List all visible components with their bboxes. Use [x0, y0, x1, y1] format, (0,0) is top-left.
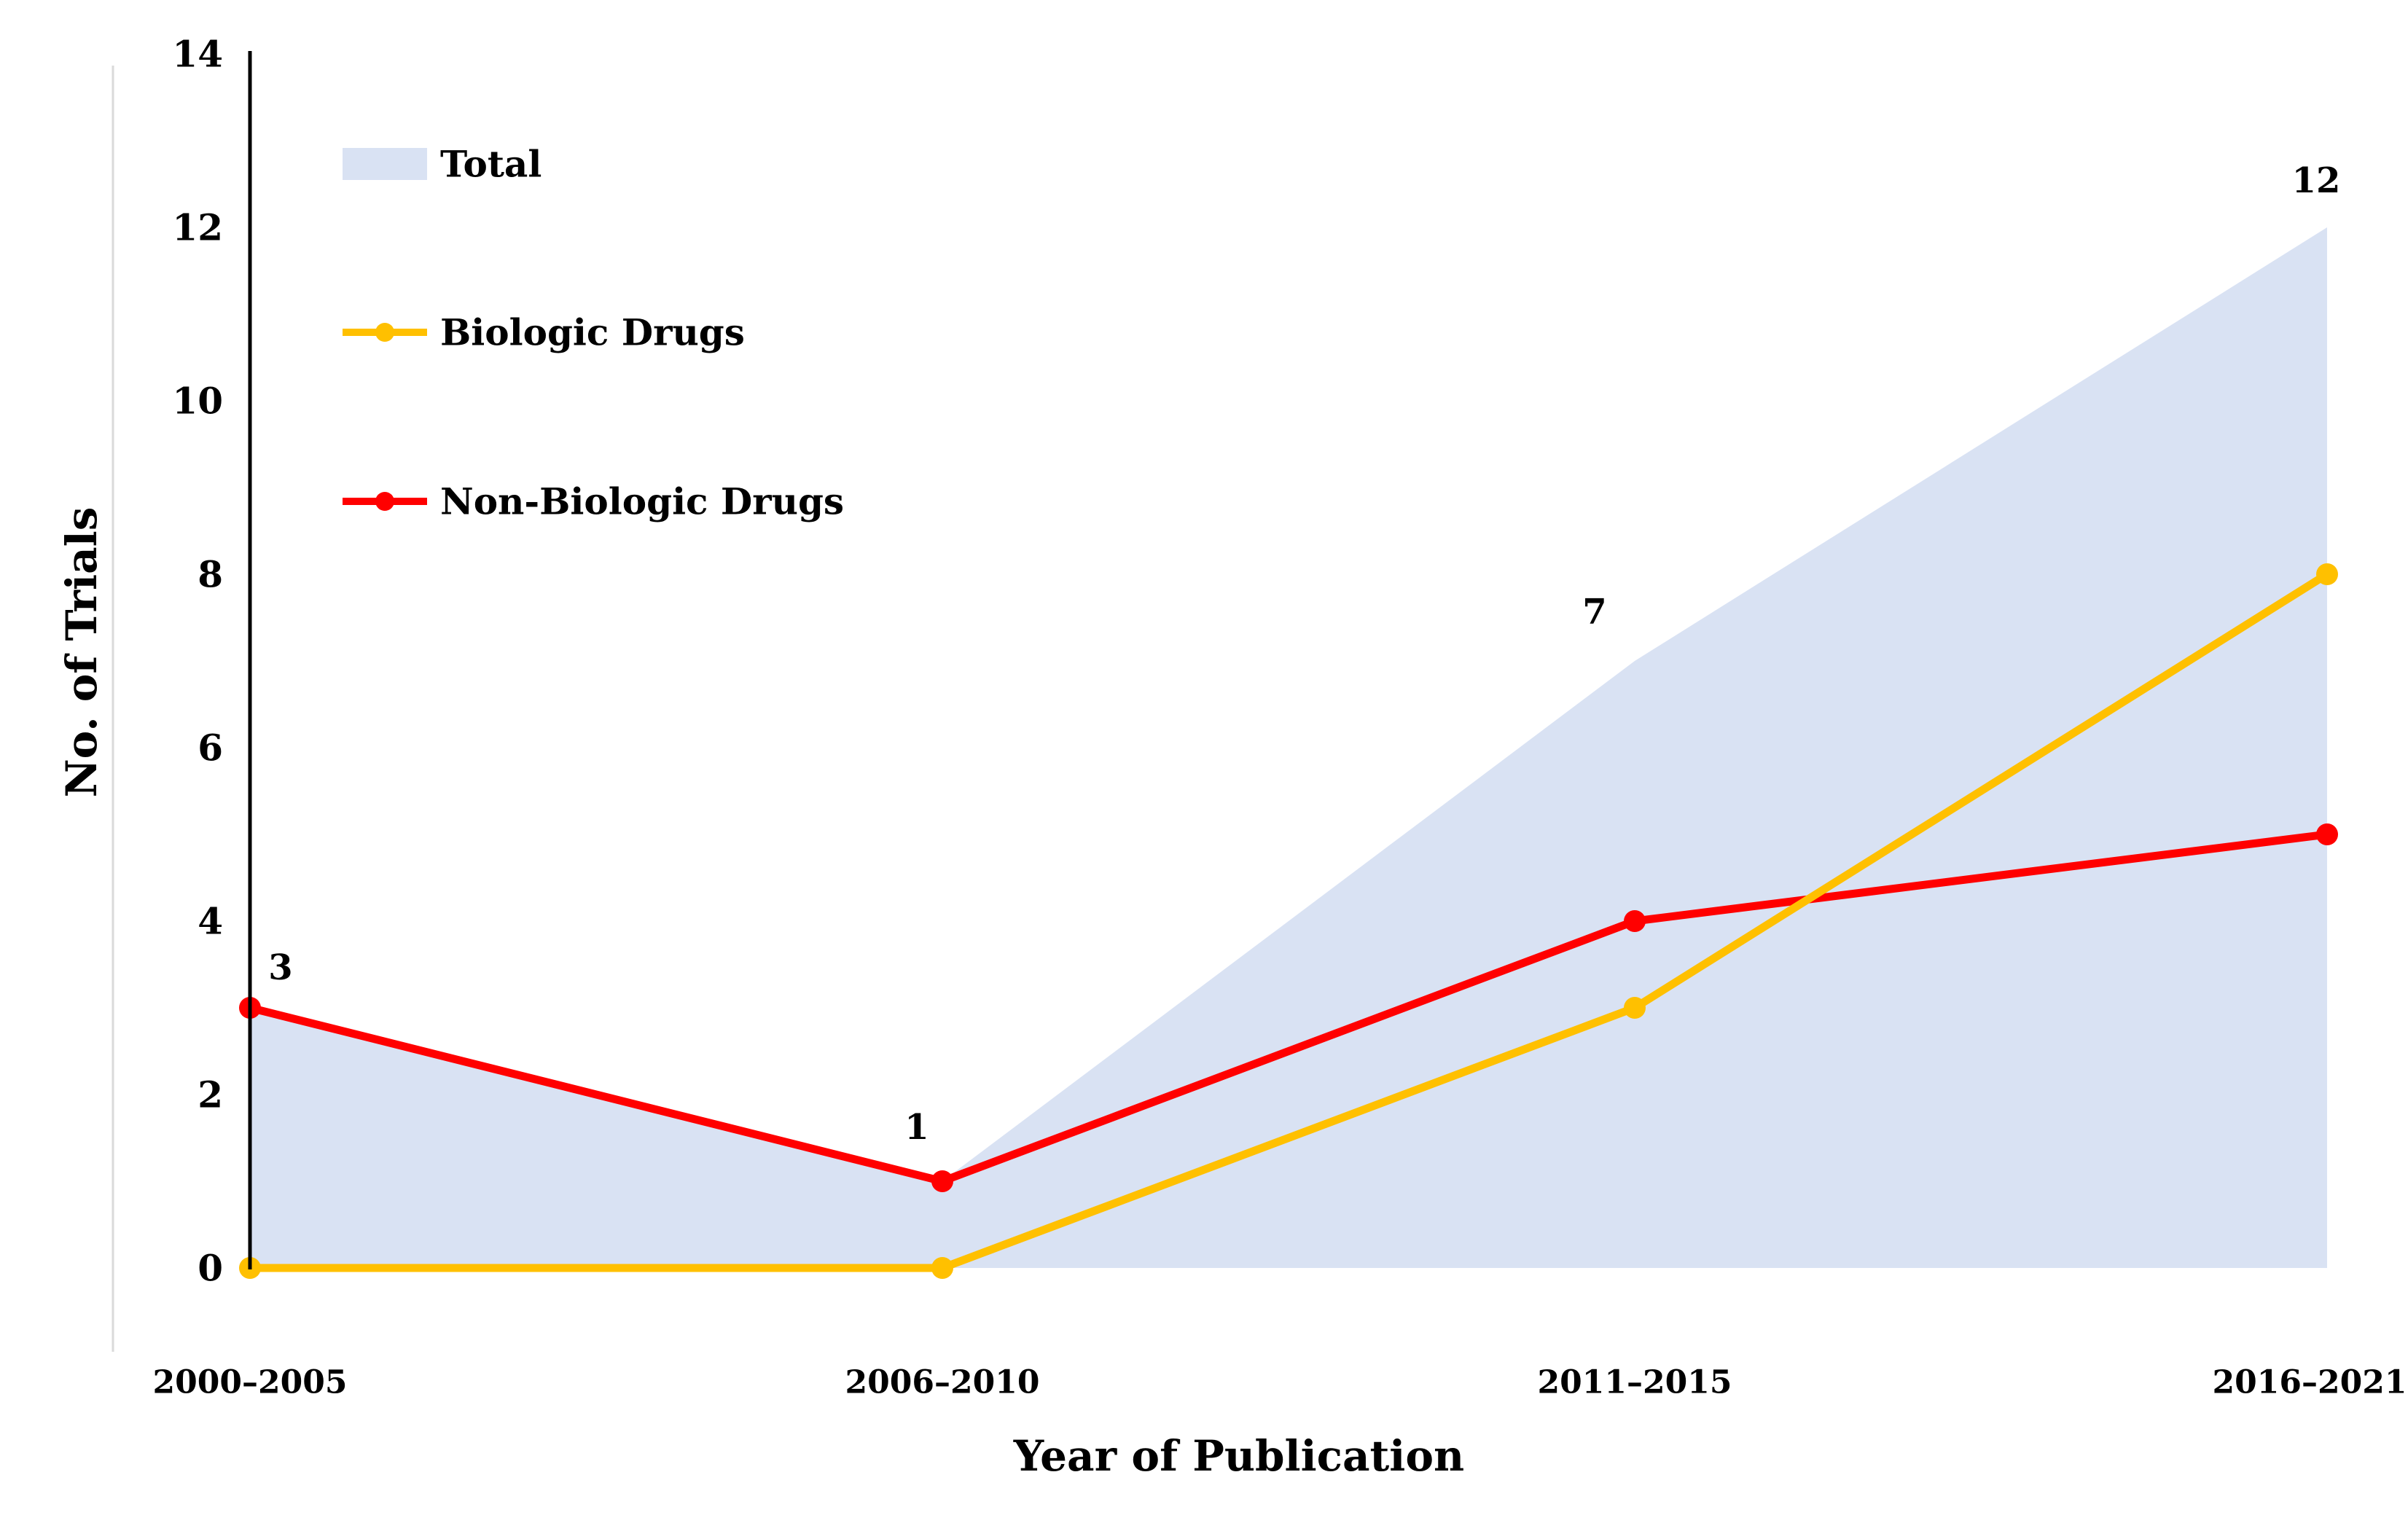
y-axis-tick-label: 10 — [172, 380, 223, 423]
x-axis-tick-label: 2000–2005 — [153, 1364, 348, 1401]
total-area-series — [250, 227, 2327, 1268]
area-series-group — [250, 227, 2327, 1268]
y-axis-tick-label: 12 — [172, 206, 223, 249]
legend-label-total: Total — [440, 143, 542, 186]
legend-swatch-total — [343, 148, 427, 180]
y-axis-tick-label: 0 — [198, 1247, 223, 1290]
x-axis-title: Year of Publication — [1013, 1431, 1464, 1481]
y-axis-tick-label: 14 — [172, 33, 223, 76]
total-data-label: 3 — [268, 947, 292, 988]
non-biologic-drugs-data-point-marker — [2316, 823, 2338, 845]
legend-dot-marker-non-biologic-drugs — [375, 492, 394, 511]
legend-label-biologic-drugs: Biologic Drugs — [440, 311, 745, 354]
y-axis-tick-label: 8 — [198, 553, 223, 596]
biologic-drugs-data-point-marker — [2316, 563, 2338, 585]
legend-label-non-biologic-drugs: Non-Biologic Drugs — [440, 480, 844, 523]
y-axis-tick-label: 6 — [198, 727, 223, 770]
chart-legend: Total Biologic Drugs Non-Biologic Drugs — [343, 143, 844, 523]
biologic-drugs-line-series — [246, 570, 2331, 1272]
x-axis-tick-label: 2016–2021 — [2213, 1364, 2407, 1401]
x-axis-tick-labels: 2000–2005 2006–2010 2011–2015 2016–2021 — [153, 1364, 2407, 1401]
x-axis-tick-label: 2006–2010 — [845, 1364, 1040, 1401]
legend-item-biologic-drugs: Biologic Drugs — [343, 311, 745, 354]
x-axis-tick-label: 2011–2015 — [1538, 1364, 1732, 1401]
non-biologic-drugs-line-series — [246, 830, 2331, 1186]
legend-item-non-biologic-drugs: Non-Biologic Drugs — [343, 480, 844, 523]
non-biologic-drugs-data-point-marker — [1624, 910, 1646, 932]
non-biologic-drugs-data-point-marker — [931, 1170, 953, 1192]
legend-item-total: Total — [343, 143, 542, 186]
y-axis-tick-label: 4 — [198, 900, 223, 943]
legend-dot-marker-biologic-drugs — [375, 323, 394, 342]
data-label-group: 3 1 7 12 — [268, 160, 2340, 1148]
total-data-label: 1 — [904, 1107, 929, 1148]
y-axis-title: No. of Trials — [57, 507, 106, 798]
y-axis-tick-labels: 0 2 4 6 8 10 12 14 — [172, 33, 223, 1290]
total-data-label: 12 — [2292, 160, 2341, 201]
biologic-drugs-data-point-marker — [1624, 997, 1646, 1019]
y-axis-tick-label: 2 — [198, 1073, 223, 1116]
total-data-label: 7 — [1582, 592, 1606, 633]
line-series-group — [239, 563, 2338, 1279]
biologic-drugs-data-point-marker — [931, 1257, 953, 1279]
